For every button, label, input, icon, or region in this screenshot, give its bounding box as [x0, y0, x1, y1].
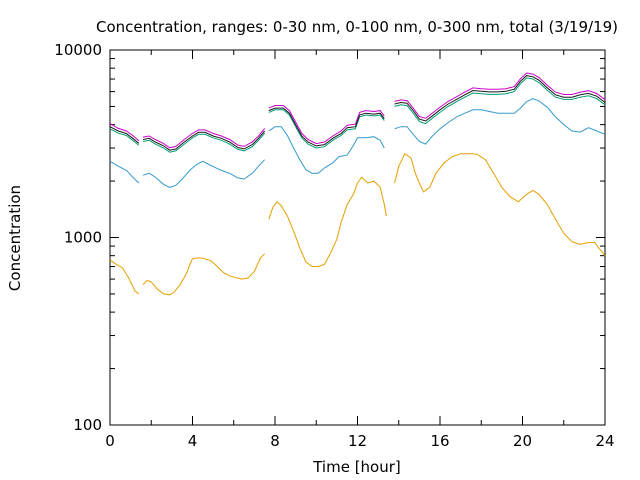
series-3-line-segment — [268, 109, 385, 149]
x-tick-label: 8 — [270, 432, 280, 450]
plot-area — [109, 49, 606, 426]
x-tick-label: 20 — [513, 432, 532, 450]
y-tick-label: 100 — [73, 416, 102, 434]
x-tick-label: 12 — [348, 432, 367, 450]
series-3-line-segment — [394, 77, 606, 125]
tick-marks — [109, 49, 606, 426]
x-tick-labels: 0 4 8 12 16 20 24 — [105, 432, 614, 450]
y-tick-label: 1000 — [64, 229, 102, 247]
series-layer — [109, 72, 606, 296]
series-5-line-segment — [394, 72, 606, 119]
y-tick-label: 10000 — [54, 41, 102, 59]
series-2-line-segment — [394, 98, 606, 145]
series-5-line-segment — [268, 105, 385, 145]
series-1-line-segment — [268, 176, 387, 267]
series-2-line-segment — [109, 160, 140, 184]
series-2-line-segment — [142, 159, 266, 188]
x-tick-label: 4 — [188, 432, 198, 450]
series-4-line-segment — [109, 126, 140, 144]
series-3-line-segment — [142, 132, 266, 153]
plot-frame — [109, 49, 606, 426]
series-5-line-segment — [109, 123, 140, 142]
series-2-line-segment — [268, 126, 385, 174]
series-4-line-segment — [394, 75, 606, 122]
series-1-line-segment — [109, 259, 140, 295]
x-tick-label: 0 — [105, 432, 115, 450]
x-tick-label: 16 — [430, 432, 449, 450]
x-tick-label: 24 — [595, 432, 614, 450]
y-axis-label: Concentration — [6, 185, 24, 291]
chart-title: Concentration, ranges: 0-30 nm, 0-100 nm… — [96, 18, 618, 36]
series-3-line-segment — [109, 128, 140, 146]
y-tick-labels: 100 1000 10000 — [54, 41, 102, 434]
series-1-line-segment — [394, 152, 606, 257]
series-4-line-segment — [268, 107, 385, 147]
series-5-line-segment — [142, 128, 266, 149]
series-4-line-segment — [142, 130, 266, 151]
x-axis-label: Time [hour] — [312, 458, 401, 476]
series-1-line-segment — [142, 253, 266, 296]
